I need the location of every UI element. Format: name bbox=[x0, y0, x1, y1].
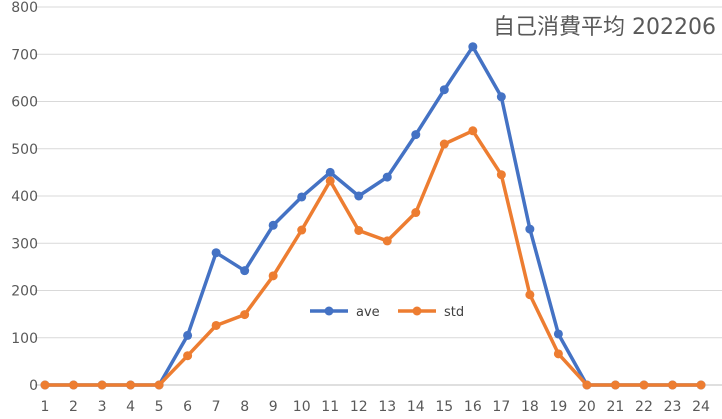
data-point-std bbox=[639, 380, 649, 390]
data-point-std bbox=[40, 380, 50, 390]
x-tick-label: 4 bbox=[126, 399, 135, 415]
x-tick-label: 16 bbox=[464, 399, 482, 415]
x-tick-label: 5 bbox=[155, 399, 164, 415]
x-tick-label: 15 bbox=[435, 399, 453, 415]
x-tick-label: 7 bbox=[212, 399, 221, 415]
x-tick-label: 24 bbox=[692, 399, 710, 415]
data-point-std bbox=[126, 380, 136, 390]
x-tick-label: 3 bbox=[98, 399, 107, 415]
data-point-std bbox=[211, 320, 221, 330]
data-point-ave bbox=[382, 172, 392, 182]
data-point-std bbox=[496, 170, 506, 180]
data-point-std bbox=[382, 236, 392, 246]
legend-item-ave: ave bbox=[310, 305, 380, 320]
y-tick-label: 0 bbox=[29, 378, 38, 394]
legend: ave std bbox=[310, 305, 464, 320]
data-point-std bbox=[553, 349, 563, 359]
data-point-std bbox=[97, 380, 107, 390]
data-point-std bbox=[297, 225, 307, 235]
data-point-std bbox=[582, 380, 592, 390]
legend-label: ave bbox=[356, 305, 380, 320]
data-point-std bbox=[69, 380, 79, 390]
x-tick-label: 8 bbox=[240, 399, 249, 415]
data-point-std bbox=[268, 271, 278, 281]
y-axis-tick-labels: 0 100 200 300 400 500 600 700 800 bbox=[11, 0, 38, 394]
chart-title: 自己消費平均 202206 bbox=[493, 15, 716, 40]
data-point-std bbox=[525, 290, 535, 300]
data-point-std bbox=[325, 176, 335, 186]
x-tick-label: 13 bbox=[378, 399, 396, 415]
data-point-std bbox=[667, 380, 677, 390]
data-point-ave bbox=[211, 248, 221, 258]
x-tick-label: 19 bbox=[549, 399, 567, 415]
data-point-std bbox=[439, 139, 449, 149]
data-point-std bbox=[468, 126, 478, 136]
data-point-ave bbox=[525, 224, 535, 234]
x-tick-label: 22 bbox=[635, 399, 653, 415]
y-tick-label: 700 bbox=[11, 47, 38, 63]
x-tick-label: 9 bbox=[269, 399, 278, 415]
x-tick-label: 10 bbox=[293, 399, 311, 415]
legend-label: std bbox=[444, 305, 464, 320]
data-point-std bbox=[610, 380, 620, 390]
y-tick-label: 500 bbox=[11, 142, 38, 158]
x-tick-label: 17 bbox=[492, 399, 510, 415]
y-tick-label: 800 bbox=[11, 0, 38, 16]
x-tick-label: 1 bbox=[41, 399, 50, 415]
y-tick-label: 400 bbox=[11, 189, 38, 205]
data-point-std bbox=[154, 380, 164, 390]
x-tick-label: 6 bbox=[183, 399, 192, 415]
y-tick-label: 300 bbox=[11, 236, 38, 252]
x-tick-label: 12 bbox=[350, 399, 368, 415]
data-point-std bbox=[183, 351, 193, 361]
x-tick-label: 14 bbox=[407, 399, 425, 415]
data-point-ave bbox=[297, 192, 307, 202]
series-line-ave bbox=[43, 44, 703, 387]
x-tick-label: 21 bbox=[607, 399, 625, 415]
gridlines bbox=[35, 6, 722, 386]
legend-item-std: std bbox=[398, 305, 464, 320]
x-tick-label: 23 bbox=[664, 399, 682, 415]
data-point-ave bbox=[268, 220, 278, 230]
x-tick-label: 2 bbox=[69, 399, 78, 415]
series-std bbox=[40, 126, 706, 390]
x-tick-label: 11 bbox=[321, 399, 339, 415]
x-tick-label: 18 bbox=[521, 399, 539, 415]
x-axis-tick-labels: 1 2 3 4 5 6 7 8 9 10 11 12 13 14 15 16 17 18 19 20 21 22 23 24 bbox=[41, 399, 710, 415]
legend-swatch-marker bbox=[324, 306, 334, 316]
data-point-ave bbox=[496, 92, 506, 102]
data-point-ave bbox=[240, 266, 250, 276]
y-tick-label: 600 bbox=[11, 95, 38, 111]
legend-swatch-marker bbox=[412, 306, 422, 316]
data-point-std bbox=[696, 380, 706, 390]
series-group bbox=[40, 42, 706, 390]
data-point-ave bbox=[411, 130, 421, 140]
y-tick-label: 100 bbox=[11, 331, 38, 347]
data-point-ave bbox=[325, 167, 335, 177]
x-tick-label: 20 bbox=[578, 399, 596, 415]
y-tick-label: 200 bbox=[11, 284, 38, 300]
data-point-std bbox=[411, 208, 421, 218]
data-point-ave bbox=[468, 42, 478, 52]
data-point-ave bbox=[439, 85, 449, 95]
data-point-ave bbox=[354, 191, 364, 201]
data-point-ave bbox=[553, 329, 563, 339]
data-point-ave bbox=[183, 330, 193, 340]
data-point-std bbox=[354, 225, 364, 235]
data-point-std bbox=[240, 310, 250, 320]
series-line-std bbox=[43, 129, 703, 387]
